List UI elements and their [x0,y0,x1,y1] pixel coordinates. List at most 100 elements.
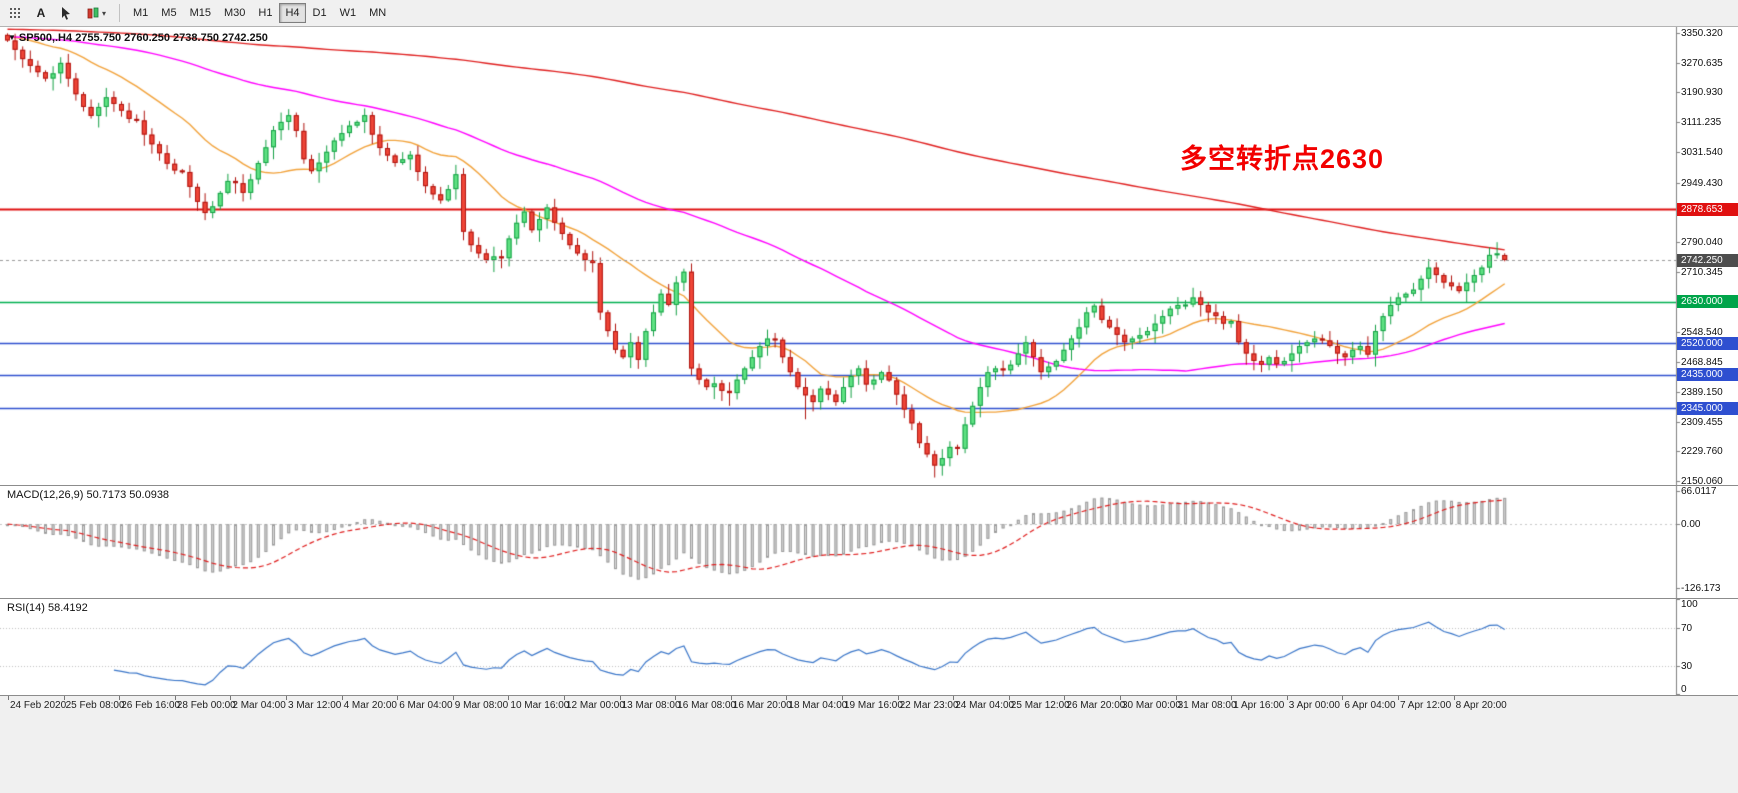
time-axis-label: 31 Mar 08:00 [1177,700,1237,711]
time-axis-label: 16 Mar 08:00 [677,700,737,711]
price-chart-panel: ▼ SP500,.H4 2755.750 2760.250 2738.750 27… [0,27,1738,486]
time-axis-tick [730,696,732,700]
time-axis-tick [174,696,176,700]
time-axis-label: 25 Mar 12:00 [1010,700,1070,711]
macd-panel: MACD(12,26,9) 50.7173 50.0938 66.0117 0.0… [0,486,1738,599]
time-axis-label: 2 Mar 04:00 [232,700,286,711]
grid-dots-glyph [10,7,20,18]
price-axis-label: 3190.930 [1681,87,1723,99]
time-axis-label: 13 Mar 08:00 [621,700,681,711]
time-axis-label: 6 Apr 04:00 [1344,700,1396,711]
macd-axis-label: -126.173 [1681,583,1721,595]
time-axis-label: 18 Mar 04:00 [788,700,848,711]
toolbar-separator [119,4,121,22]
time-axis-label: 1 Apr 16:00 [1233,700,1285,711]
timeframe-button-mn[interactable]: MN [363,3,392,23]
price-axis-label: 3350.320 [1681,27,1723,39]
time-axis-tick [619,696,621,700]
time-axis-label: 4 Mar 20:00 [343,700,397,711]
macd-canvas[interactable] [0,486,1738,598]
time-axis-label: 22 Mar 23:00 [899,700,959,711]
timeframe-button-h4[interactable]: H4 [279,3,306,23]
price-axis-label: 3270.635 [1681,57,1723,69]
time-axis[interactable]: 24 Feb 2020 25 Feb 08:00 26 Feb 16:00 28 Fe… [0,696,1738,714]
price-axis-label: 2949.430 [1681,177,1723,189]
timeframe-button-m5[interactable]: M5 [155,3,182,23]
text-tool-button[interactable]: A [30,3,52,23]
time-axis-label: 8 Apr 20:00 [1455,700,1507,711]
price-axis-label: 3031.540 [1681,146,1723,158]
time-axis-label: 12 Mar 00:00 [566,700,625,711]
time-axis-label: 26 Feb 16:00 [121,700,181,711]
cursor-icon [62,7,70,20]
time-axis-tick [119,696,121,700]
price-axis-label: 2468.845 [1681,357,1723,369]
price-axis-label: 2309.455 [1681,416,1723,428]
dropdown-caret-icon: ▾ [102,8,107,18]
rsi-canvas[interactable] [0,599,1738,695]
time-axis-tick [564,696,565,700]
time-axis-label: 19 Mar 16:00 [844,700,903,711]
cursor-tool-button[interactable] [54,3,78,23]
timeframe-button-w1[interactable]: W1 [334,3,363,23]
macd-axis-label: 0.00 [1681,519,1701,531]
time-axis-label: 7 Apr 12:00 [1400,700,1452,711]
time-axis-tick [452,696,454,700]
bid-price-badge: 2742.250 [1677,253,1738,267]
time-axis-tick [397,696,399,700]
time-axis-tick [897,696,899,700]
new-order-icon [87,7,99,18]
timeframe-button-group: M1 M5 M15 M30 H1 H4 D1 W1 MN [127,3,392,23]
text-tool-icon: A [36,6,46,20]
time-axis-label: 25 Feb 08:00 [65,700,125,711]
timeframe-button-m30[interactable]: M30 [218,3,251,23]
new-order-button[interactable]: ▾ [80,3,112,23]
time-axis-tick [286,696,287,700]
price-chart-canvas[interactable] [0,27,1738,485]
time-axis-tick [1453,696,1455,700]
time-axis-label: 26 Mar 20:00 [1066,700,1126,711]
window-background [0,714,1738,793]
timeframe-button-m15[interactable]: M15 [184,3,217,23]
price-axis-label: 2150.060 [1681,476,1723,486]
price-axis-label: 2389.150 [1681,386,1723,398]
level-price-badge: 2630.000 [1677,295,1738,309]
macd-axis-label: 66.0117 [1681,486,1717,497]
toolbar: A ▾ M1 M5 M15 M30 H1 H4 D1 W1 MN [0,0,1738,27]
rsi-axis-label: 100 [1681,599,1698,610]
rsi-panel: RSI(14) 58.4192 100 70 30 0 [0,599,1738,696]
time-axis-label: 24 Mar 04:00 [955,700,1015,711]
level-price-badge: 2520.000 [1677,336,1738,350]
rsi-axis-label: 30 [1681,661,1693,673]
rsi-axis-label: 0 [1681,684,1687,695]
time-axis-label: 6 Mar 04:00 [399,700,453,711]
time-axis-tick [1231,696,1233,700]
timeframe-button-h1[interactable]: H1 [252,3,278,23]
time-axis-tick [1064,696,1066,700]
time-axis-tick [1286,696,1288,700]
price-axis-label: 2229.760 [1681,446,1723,458]
time-axis-label: 3 Apr 00:00 [1288,700,1340,711]
time-axis-tick [230,696,232,700]
time-axis-tick [341,696,343,700]
time-axis-tick [508,696,510,700]
price-axis-label: 3111.235 [1681,117,1722,129]
grid-dots-icon[interactable] [3,3,28,23]
time-axis-tick [8,696,9,700]
price-axis-label: 2548.540 [1681,327,1723,339]
level-price-badge: 2878.653 [1677,202,1738,216]
timeframe-button-m1[interactable]: M1 [127,3,154,23]
timeframe-button-d1[interactable]: D1 [307,3,333,23]
chart-annotation-text[interactable]: 多空转折点2630 [1180,144,1385,174]
time-axis-label: 28 Feb 00:00 [176,700,236,711]
level-price-badge: 2435.000 [1677,368,1738,382]
time-axis-label: 24 Feb 2020 [10,700,67,711]
time-axis-label: 10 Mar 16:00 [510,700,570,711]
level-price-badge: 2345.000 [1677,401,1738,415]
time-axis-tick [842,696,843,700]
time-axis-tick [63,696,65,700]
time-axis-tick [675,696,677,700]
time-axis-label: 16 Mar 20:00 [732,700,792,711]
time-axis-tick [1342,696,1344,700]
